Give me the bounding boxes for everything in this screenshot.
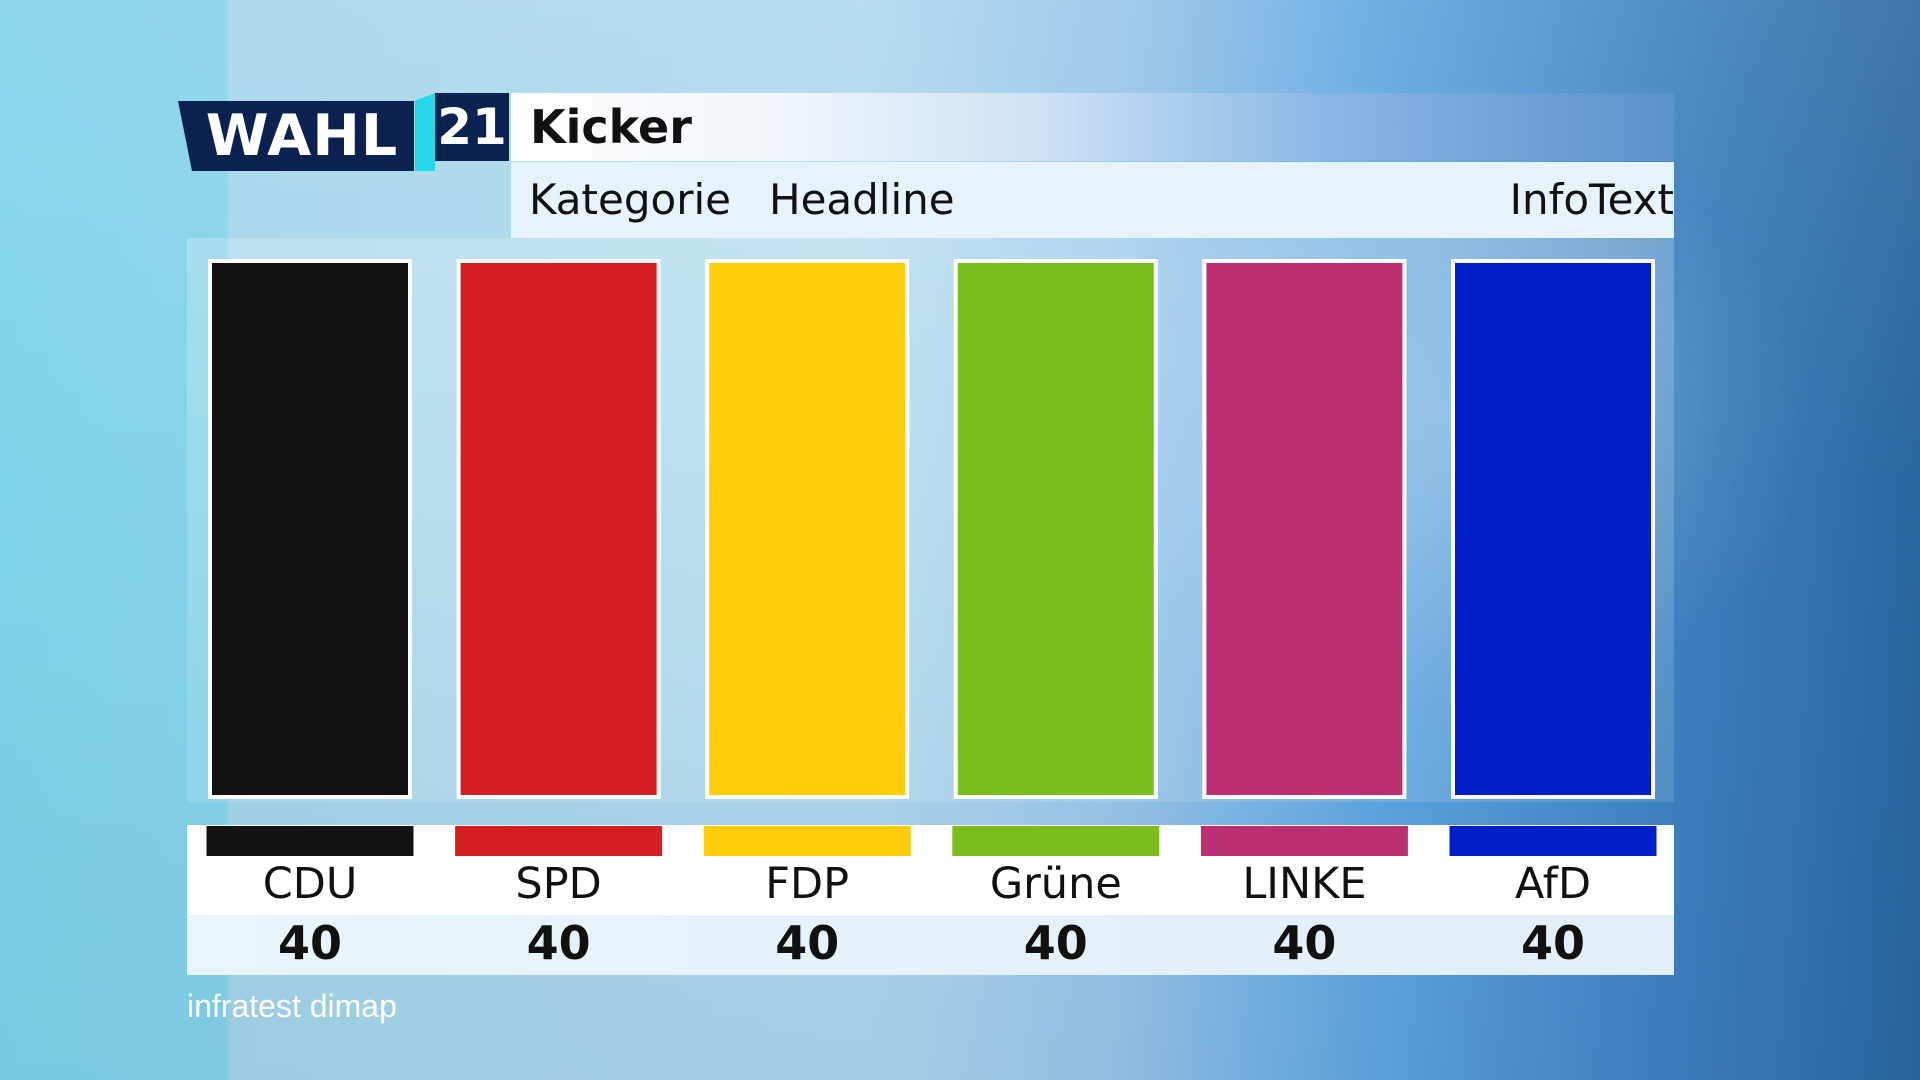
category-label-linke: LINKE (1242, 859, 1366, 909)
legend-swatch-afd (1449, 826, 1657, 856)
bar-fdp (705, 259, 910, 799)
legend-swatch-cdu (206, 826, 414, 856)
value-label-gr-ne: 40 (1024, 916, 1088, 970)
logo-wahl: WAHL (178, 101, 414, 171)
value-label-afd: 40 (1521, 916, 1585, 970)
headline: Headline (769, 175, 955, 224)
logo-year: 21 (435, 93, 509, 161)
kicker-title: Kicker (530, 100, 692, 154)
info-text: InfoText (1509, 175, 1674, 224)
value-label-linke: 40 (1272, 916, 1336, 970)
legend-swatch-linke (1200, 826, 1408, 856)
value-label-spd: 40 (527, 916, 591, 970)
legend-swatch-gr-ne (952, 826, 1160, 856)
bar-cdu (208, 259, 412, 799)
subhead-bar (511, 162, 1674, 238)
category-label: Kategorie (529, 175, 731, 224)
value-label-fdp: 40 (775, 916, 839, 970)
bar-spd (456, 259, 661, 799)
kicker-bar (511, 93, 1674, 161)
category-label-fdp: FDP (765, 859, 849, 909)
bar-gr-ne (953, 259, 1158, 799)
logo-accent (415, 93, 435, 171)
party-labels-panel (187, 825, 1674, 915)
category-label-gr-ne: Grüne (990, 859, 1122, 909)
category-label-cdu: CDU (263, 859, 358, 909)
value-label-cdu: 40 (278, 916, 342, 970)
category-label-spd: SPD (515, 859, 601, 909)
category-label-afd: AfD (1515, 859, 1591, 909)
legend-swatch-spd (455, 826, 663, 856)
chart-panel (187, 238, 1674, 802)
bar-afd (1451, 259, 1655, 799)
party-values-panel (187, 915, 1674, 975)
source-credit: infratest dimap (187, 988, 397, 1024)
bar-linke (1202, 259, 1407, 799)
legend-swatch-fdp (703, 826, 911, 856)
